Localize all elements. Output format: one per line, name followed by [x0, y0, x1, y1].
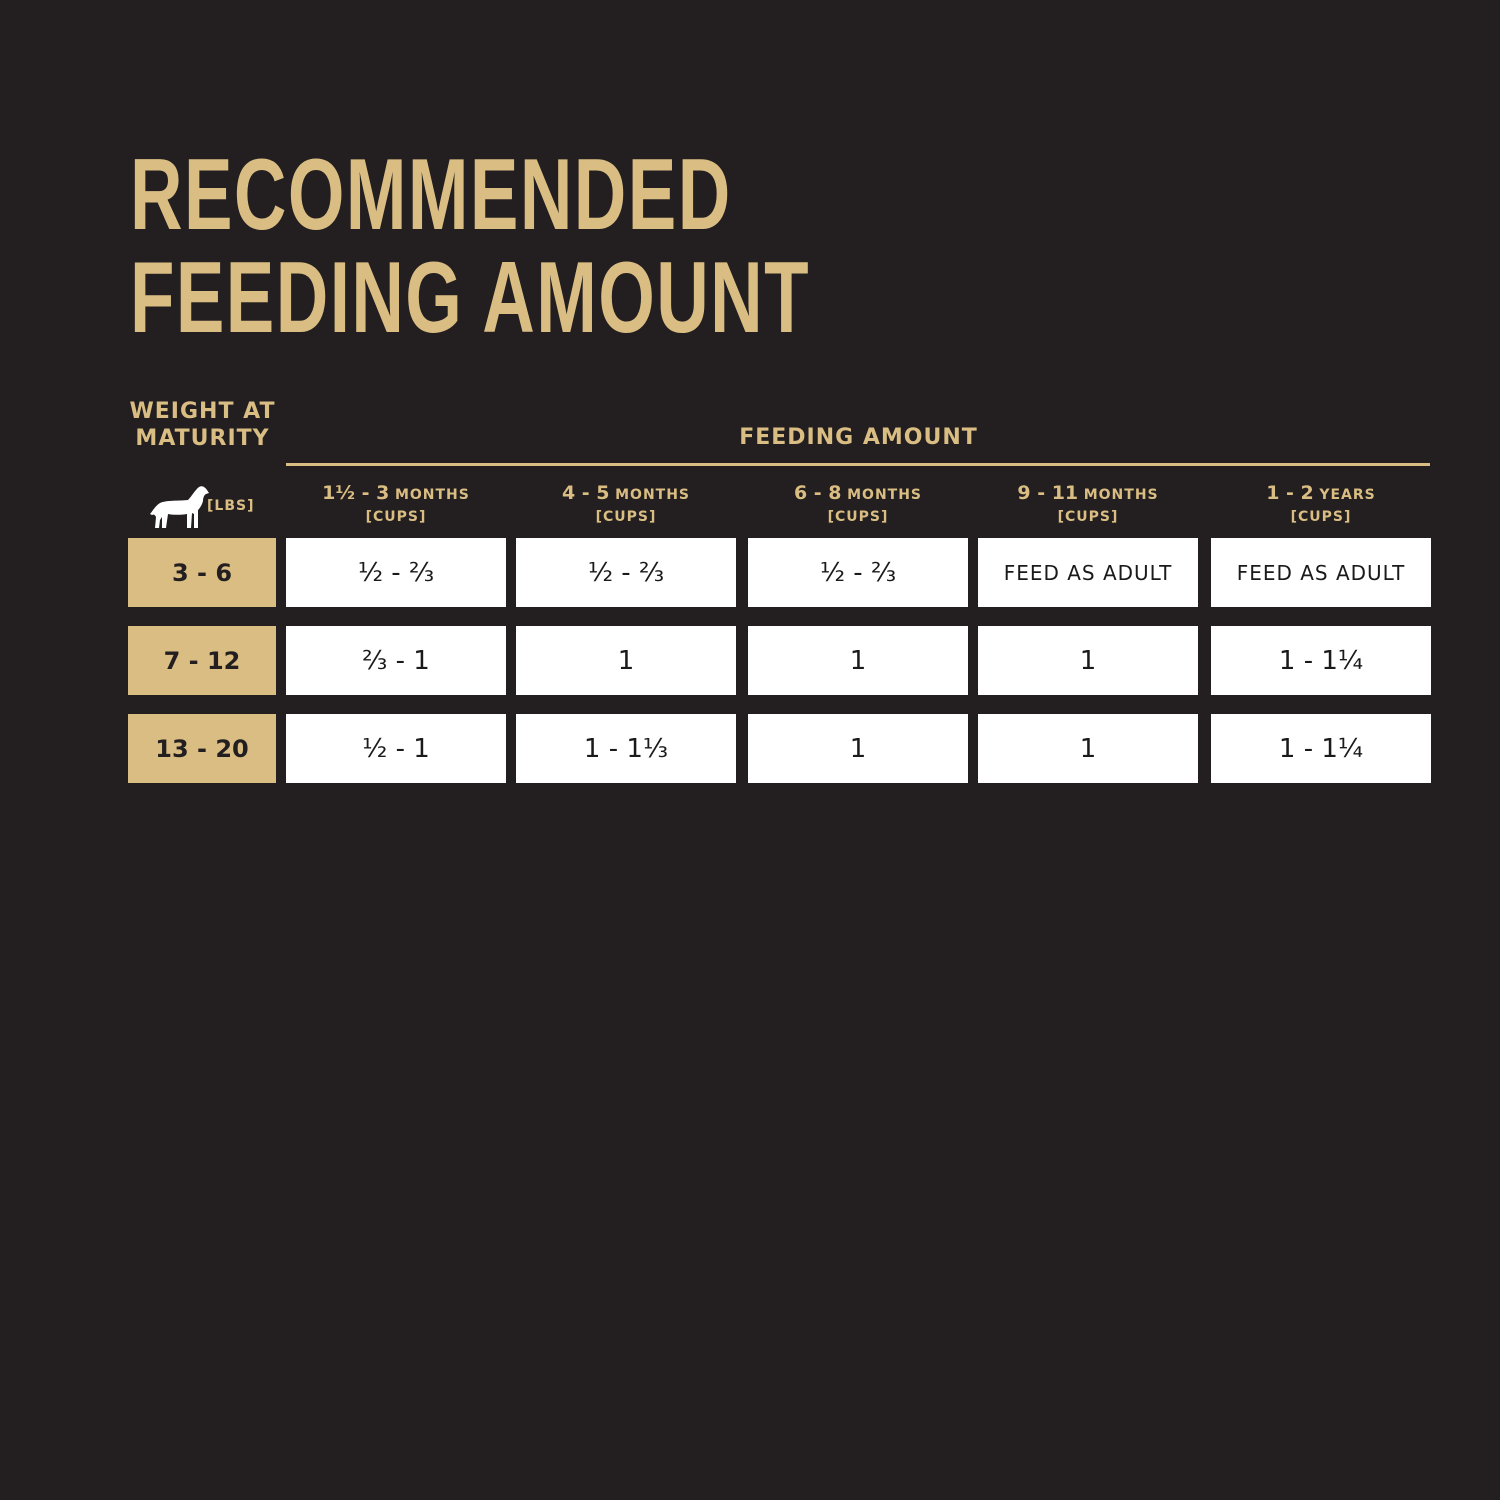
column-header: 4 - 5 MONTHS [CUPS] — [516, 482, 736, 528]
column-age: 9 - 11 — [1017, 482, 1079, 504]
feeding-cell: ½ - ⅔ — [748, 538, 968, 607]
column-age: 1 - 2 — [1266, 482, 1314, 504]
dog-icon — [150, 486, 209, 528]
column-header: 6 - 8 MONTHS [CUPS] — [748, 482, 968, 528]
weight-header-line-1: WEIGHT AT — [129, 399, 276, 424]
column-age-unit: MONTHS — [847, 487, 923, 503]
column-unit: [CUPS] — [1057, 509, 1119, 525]
column-age: 1½ - 3 — [322, 482, 390, 504]
weight-header-line-2: MATURITY — [135, 426, 270, 451]
weight-unit: [LBS] — [207, 498, 255, 514]
feeding-cell: 1 — [748, 714, 968, 783]
feeding-cell: ½ - ⅔ — [516, 538, 736, 607]
column-unit: [CUPS] — [595, 509, 657, 525]
title-line-2: FEEDING AMOUNT — [130, 242, 811, 354]
weight-cell: 3 - 6 — [128, 538, 276, 607]
feeding-cell: 1 - 1¼ — [1211, 626, 1431, 695]
feeding-cell: FEED AS ADULT — [1211, 538, 1431, 607]
column-age-unit: MONTHS — [615, 487, 691, 503]
feeding-cell: 1 - 1⅓ — [516, 714, 736, 783]
header-divider — [286, 463, 1430, 466]
column-age-unit: MONTHS — [1083, 487, 1159, 503]
feeding-cell: FEED AS ADULT — [978, 538, 1198, 607]
column-header: 1½ - 3 MONTHS [CUPS] — [286, 482, 506, 528]
weight-header: WEIGHT AT MATURITY — [120, 398, 285, 452]
feeding-cell: ⅔ - 1 — [286, 626, 506, 695]
feeding-cell: 1 — [748, 626, 968, 695]
column-unit: [CUPS] — [365, 509, 427, 525]
column-header: 1 - 2 YEARS [CUPS] — [1211, 482, 1431, 528]
column-age: 6 - 8 — [793, 482, 842, 504]
weight-cell: 7 - 12 — [128, 626, 276, 695]
column-age: 4 - 5 — [561, 482, 610, 504]
column-age-unit: YEARS — [1319, 487, 1376, 503]
weight-cell: 13 - 20 — [128, 714, 276, 783]
feeding-cell: 1 — [978, 626, 1198, 695]
feeding-cell: 1 — [978, 714, 1198, 783]
column-header: 9 - 11 MONTHS [CUPS] — [978, 482, 1198, 528]
title-line-1: RECOMMENDED — [130, 139, 732, 251]
column-unit: [CUPS] — [1290, 509, 1352, 525]
feeding-amount-header: FEEDING AMOUNT — [739, 425, 978, 450]
column-unit: [CUPS] — [827, 509, 889, 525]
feeding-cell: ½ - ⅔ — [286, 538, 506, 607]
feeding-cell: 1 - 1¼ — [1211, 714, 1431, 783]
feeding-cell: 1 — [516, 626, 736, 695]
column-age-unit: MONTHS — [394, 487, 470, 503]
feeding-cell: ½ - 1 — [286, 714, 506, 783]
